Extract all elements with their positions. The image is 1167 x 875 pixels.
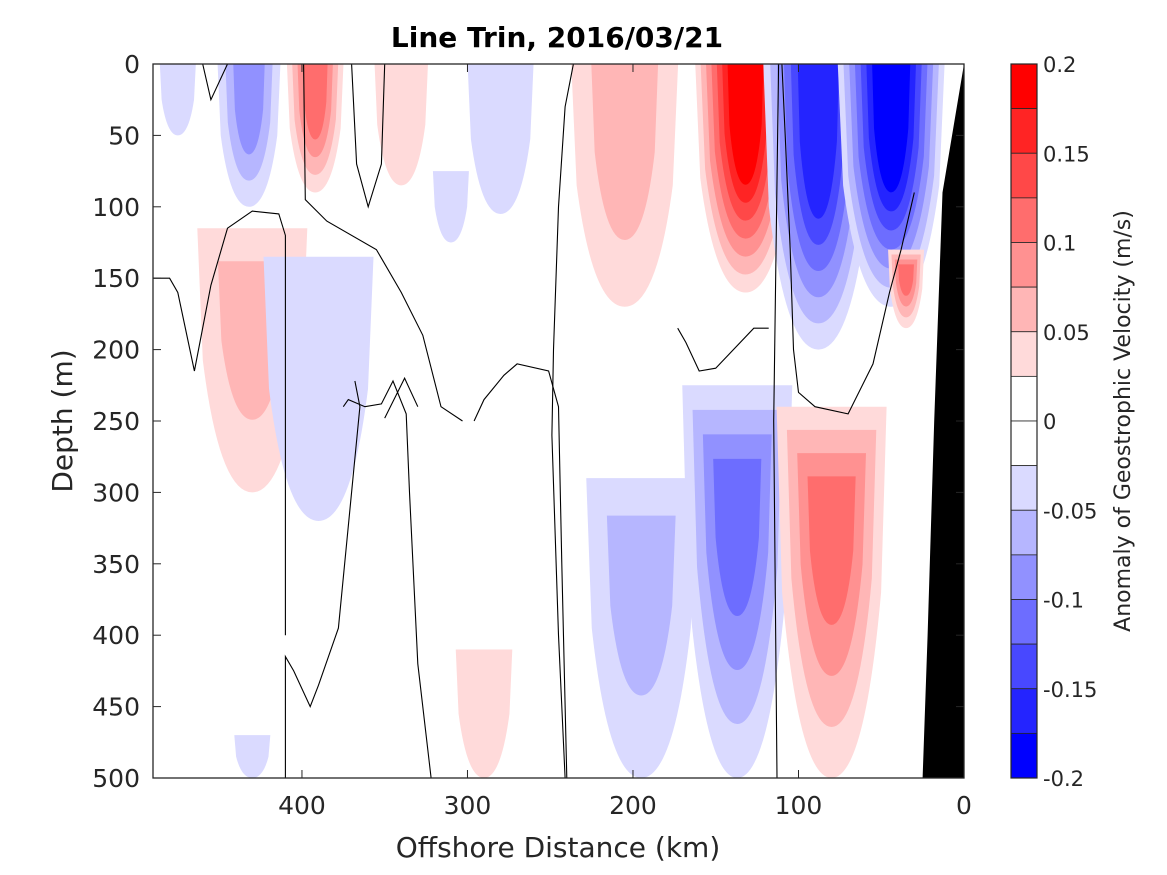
contour-band-red-jet-130km-level-7 [727,64,764,185]
y-tick-label: 50 [108,121,140,150]
contour-band-blue-jet-90km-level-6 [797,64,839,219]
y-tick-label: 350 [92,550,140,579]
y-tick-label: 150 [92,264,140,293]
y-tick-label: 0 [124,50,140,79]
colorbar-frame [1010,63,1038,779]
x-tick-label: 300 [444,791,492,820]
contour-band-red-cell-80km-deep-level-4 [807,476,856,625]
contour-band-red-cell-200km-level-2 [591,64,659,241]
colorbar-bin [1010,197,1038,243]
colorbar-tick-label: 0.2 [1043,53,1076,77]
colorbar-bin [1010,509,1038,556]
y-tick-label: 400 [92,621,140,650]
colorbar-bin [1010,152,1038,199]
y-tick-label: 300 [92,478,140,507]
zero-contour-line-8 [384,376,419,419]
x-tick-label: 400 [278,791,326,820]
colorbar-tick-label: 0 [1043,410,1056,434]
chart-title: Line Trin, 2016/03/21 [391,21,723,54]
colorbar-bin [1010,242,1038,288]
zero-contour-line-1 [351,64,386,209]
x-tick-label: 200 [609,791,657,820]
contour-band-blue-jet-45km-level-7 [872,64,911,193]
colorbar-bin [1010,331,1038,377]
y-tick-label: 500 [92,764,140,793]
zero-contour-line-9 [773,64,780,778]
contour-band-blue-cell-far-offshore-surface-level-1 [159,64,196,136]
zero-contour-line-2 [303,64,463,422]
zero-contour-line-3 [153,210,286,636]
x-axis-label: Offshore Distance (km) [396,831,721,864]
colorbar-tick-label: 0.05 [1043,321,1090,345]
zero-contour-line-11 [677,327,769,372]
colorbar-tick-label: -0.05 [1043,499,1097,523]
colorbar-bin [1010,732,1038,779]
colorbar-tick-label: -0.1 [1043,589,1084,613]
colorbar-bin [1010,63,1038,110]
contour-band-blue-cell-430km-level-3 [233,64,265,155]
zero-contour-line-5 [551,64,574,778]
contour-band-red-cell-390km-level-4 [302,64,328,140]
colorbar-bin [1010,420,1038,467]
colorbar-bin [1010,688,1038,734]
colorbar-tick-label: 0.1 [1043,232,1076,256]
zero-contour-line-6 [473,363,568,778]
colorbar-tick-label: 0.15 [1043,142,1090,166]
contour-band-blue-cell-430km-deep-level-1 [234,735,271,778]
contour-band-blue-cell-135km-deep-level-4 [713,458,762,617]
colorbar-bin [1010,375,1038,422]
zero-contour-line-7 [342,379,432,778]
y-tick-label: 100 [92,193,140,222]
plot-area [153,64,964,778]
contour-band-blue-cell-385km-mid-level-1 [263,256,374,521]
contour-band-blue-cell-280km-level-1 [467,64,534,214]
zero-contour-line-4 [284,380,361,778]
y-tick-label: 450 [92,693,140,722]
colorbar-bin [1010,465,1038,511]
colorbar-bin [1010,554,1038,600]
colorbar-label: Anomaly of Geostrophic Velocity (m/s) [1111,210,1136,632]
colorbar-bin [1010,286,1038,333]
zero-contour-line-10 [781,64,915,415]
contour-band-red-cell-340km-level-1 [374,64,428,186]
contour-band-red-cell-35km-mid-level-4 [898,264,914,296]
y-tick-label: 250 [92,407,140,436]
bathymetry-mask [922,64,964,778]
x-axis: 400 300 200 100 0 [278,64,972,820]
colorbar-bin [1010,643,1038,690]
colorbar-tick-label: -0.2 [1043,767,1084,791]
x-tick-label: 100 [775,791,823,820]
colorbar-tick-label: -0.15 [1043,678,1097,702]
contour-band-red-cell-290km-deep-level-1 [455,649,513,778]
contour-band-blue-cell-195km-deep-level-2 [606,515,676,696]
zero-contour-line-0 [202,64,228,102]
colorbar-bin [1010,108,1038,154]
y-axis-label: Depth (m) [46,349,79,492]
colorbar-bin [1010,599,1038,645]
y-tick-label: 200 [92,336,140,365]
contour-fills [159,64,945,778]
x-tick-label: 0 [956,791,972,820]
y-axis: 0 50 100 150 200 250 300 350 400 450 500 [92,50,964,793]
zero-contour-lines [153,64,915,778]
contour-band-blue-cell-305km-level-1 [432,171,469,243]
colorbar: 0.2 0.15 0.1 0.05 0 -0.05 -0.1 -0.15 -0.2 [1010,53,1097,791]
